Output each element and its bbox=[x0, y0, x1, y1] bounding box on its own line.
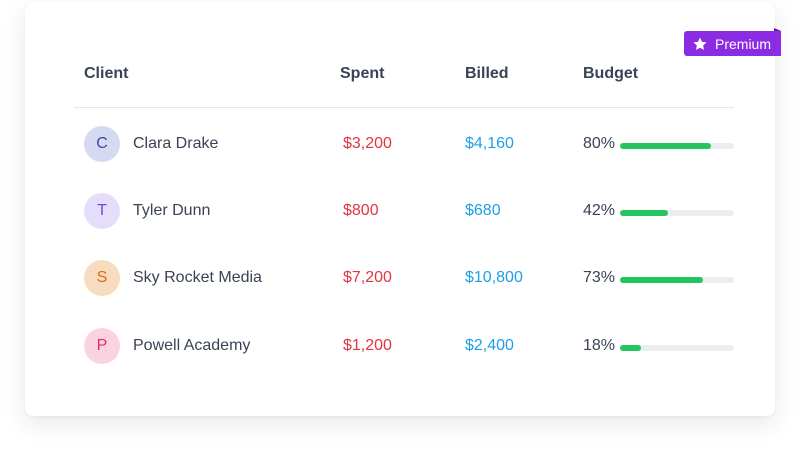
budget-percent: 80% bbox=[583, 135, 616, 152]
client-name[interactable]: Powell Academy bbox=[133, 337, 251, 354]
avatar-initial: C bbox=[96, 135, 108, 152]
star-icon bbox=[693, 37, 707, 50]
budget-progress-fill bbox=[620, 143, 712, 149]
column-header-client[interactable]: Client bbox=[84, 65, 129, 82]
avatar: C bbox=[84, 126, 120, 162]
premium-badge-label: Premium bbox=[715, 35, 772, 52]
avatar-initial: T bbox=[97, 202, 107, 219]
spent-value: $3,200 bbox=[343, 135, 392, 152]
budget-progress-track bbox=[620, 143, 734, 149]
avatar-initial: P bbox=[96, 337, 108, 354]
spent-value: $7,200 bbox=[343, 269, 392, 286]
budget-progress-track bbox=[620, 277, 734, 283]
budget-progress-track bbox=[620, 345, 734, 351]
table-row[interactable]: P Powell Academy $1,200 $2,400 18% bbox=[0, 328, 800, 368]
premium-badge[interactable]: Premium bbox=[684, 28, 781, 56]
table-row[interactable]: S Sky Rocket Media $7,200 $10,800 73% bbox=[0, 260, 800, 300]
client-name[interactable]: Clara Drake bbox=[133, 135, 219, 152]
budget-progress-fill bbox=[620, 277, 704, 283]
budget-progress-fill bbox=[620, 210, 668, 216]
billed-value: $680 bbox=[465, 202, 501, 219]
budget-percent: 42% bbox=[583, 202, 616, 219]
column-header-budget[interactable]: Budget bbox=[583, 65, 639, 82]
spent-value: $800 bbox=[343, 202, 379, 219]
client-name[interactable]: Sky Rocket Media bbox=[133, 269, 262, 286]
spent-value: $1,200 bbox=[343, 337, 392, 354]
budget-progress-track bbox=[620, 210, 734, 216]
column-header-billed[interactable]: Billed bbox=[465, 65, 509, 82]
billed-value: $4,160 bbox=[465, 135, 514, 152]
header-divider bbox=[74, 107, 734, 108]
avatar-initial: S bbox=[96, 269, 108, 286]
budget-percent: 73% bbox=[583, 269, 616, 286]
avatar: S bbox=[84, 260, 120, 296]
budget-percent: 18% bbox=[583, 337, 616, 354]
table-row[interactable]: T Tyler Dunn $800 $680 42% bbox=[0, 193, 800, 233]
client-name[interactable]: Tyler Dunn bbox=[133, 202, 211, 219]
billed-value: $2,400 bbox=[465, 337, 514, 354]
column-header-spent[interactable]: Spent bbox=[340, 65, 385, 82]
billed-value: $10,800 bbox=[465, 269, 523, 286]
avatar: T bbox=[84, 193, 120, 229]
table-row[interactable]: C Clara Drake $3,200 $4,160 80% bbox=[0, 126, 800, 166]
budget-progress-fill bbox=[620, 345, 641, 351]
avatar: P bbox=[84, 328, 120, 364]
